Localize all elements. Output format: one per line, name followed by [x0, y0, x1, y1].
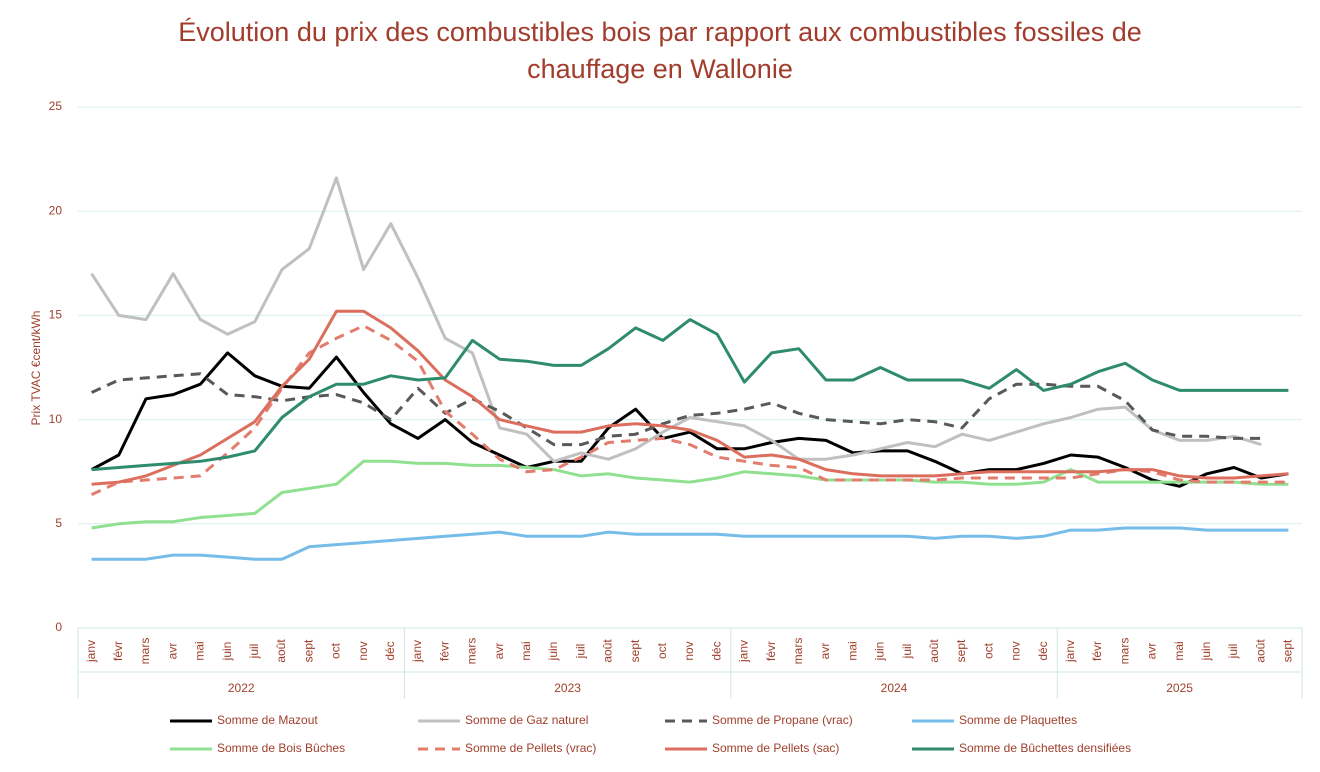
x-tick-label: juil — [573, 644, 587, 660]
x-tick-label: mars — [1117, 638, 1131, 665]
legend-label: Somme de Mazout — [217, 713, 318, 727]
x-tick-label: sept — [301, 639, 315, 662]
y-tick-label: 10 — [49, 412, 63, 426]
x-tick-label: sept — [1281, 639, 1295, 662]
x-tick-label: nov — [682, 641, 696, 660]
x-tick-label: août — [274, 639, 288, 663]
legend-label: Somme de Plaquettes — [959, 713, 1077, 727]
x-tick-label: oct — [329, 642, 343, 659]
y-tick-label: 25 — [49, 99, 63, 113]
group-label: 2023 — [554, 681, 581, 695]
x-tick-label: janv — [1063, 640, 1077, 663]
x-tick-label: août — [927, 639, 941, 663]
x-tick-label: mars — [465, 638, 479, 665]
x-tick-label: nov — [356, 641, 370, 660]
y-tick-label: 5 — [55, 516, 62, 530]
x-tick-label: févr — [437, 641, 451, 661]
group-label: 2022 — [228, 681, 255, 695]
x-tick-label: mai — [519, 641, 533, 660]
x-tick-label: juil — [1226, 644, 1240, 660]
x-tick-label: févr — [111, 641, 125, 661]
x-tick-label: mars — [138, 638, 152, 665]
x-tick-label: juin — [873, 642, 887, 662]
series-line — [90, 176, 1262, 463]
chart-title: Évolution du prix des combustibles bois … — [178, 17, 1142, 84]
group-label: 2025 — [1166, 681, 1193, 695]
legend-label: Somme de Bois Bûches — [217, 741, 345, 755]
legend-label: Somme de Pellets (vrac) — [465, 741, 596, 755]
x-tick-label: mai — [193, 641, 207, 660]
x-tick-label: sept — [954, 639, 968, 662]
x-tick-label: oct — [655, 642, 669, 659]
x-tick-label: janv — [737, 640, 751, 663]
legend-label: Somme de Propane (vrac) — [712, 713, 853, 727]
series-line — [91, 309, 1289, 486]
x-tick-label: avr — [1145, 643, 1159, 660]
x-tick-label: août — [1253, 639, 1267, 663]
x-tick-label: août — [601, 639, 615, 663]
series-line — [91, 526, 1289, 561]
y-tick-label: 15 — [49, 308, 63, 322]
x-tick-label: avr — [492, 643, 506, 660]
x-tick-label: mai — [1172, 641, 1186, 660]
x-tick-label: janv — [410, 640, 424, 663]
x-tick-label: avr — [165, 643, 179, 660]
x-tick-label: mai — [845, 641, 859, 660]
x-tick-label: juin — [546, 642, 560, 662]
x-tick-label: mars — [791, 638, 805, 665]
x-tick-label: nov — [1009, 641, 1023, 660]
x-tick-label: sept — [628, 639, 642, 662]
x-tick-label: févr — [764, 641, 778, 661]
x-tick-label: juil — [900, 644, 914, 660]
x-tick-label: juil — [247, 644, 261, 660]
x-tick-label: juin — [220, 642, 234, 662]
group-label: 2024 — [881, 681, 908, 695]
legend-label: Somme de Pellets (sac) — [712, 741, 839, 755]
series-line — [91, 318, 1289, 472]
legend-label: Somme de Bûchettes densifiées — [959, 741, 1131, 755]
x-tick-label: déc — [383, 641, 397, 660]
x-tick-label: déc — [709, 641, 723, 660]
series-line — [91, 459, 1289, 530]
x-tick-label: oct — [981, 642, 995, 659]
x-tick-label: juin — [1199, 642, 1213, 662]
x-tick-label: déc — [1036, 641, 1050, 660]
x-tick-label: févr — [1090, 641, 1104, 661]
x-tick-label: janv — [84, 640, 98, 663]
legend-label: Somme de Gaz naturel — [465, 713, 588, 727]
series-line — [90, 324, 1289, 496]
series-line — [90, 351, 1289, 488]
x-tick-label: avr — [818, 643, 832, 660]
y-tick-label: 20 — [49, 203, 63, 217]
y-axis-title: Prix TVAC €cent/kWh — [29, 311, 43, 426]
y-tick-label: 0 — [55, 620, 62, 634]
